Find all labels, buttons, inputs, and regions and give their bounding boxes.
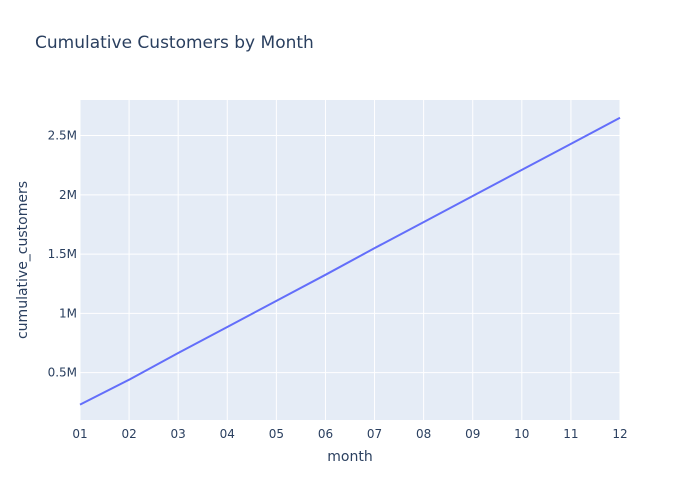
y-axis-ticks: 0.5M 1M 1.5M 2M 2.5M <box>48 129 77 380</box>
x-tick-label: 11 <box>563 427 578 441</box>
y-axis-title: cumulative_customers <box>15 181 31 339</box>
x-tick-label: 07 <box>367 427 382 441</box>
plot-background <box>80 100 620 420</box>
y-tick-label: 0.5M <box>48 366 77 380</box>
x-axis-ticks: 01 02 03 04 05 06 07 08 09 10 11 12 <box>72 427 627 441</box>
series-layer <box>79 116 621 406</box>
chart-title: Cumulative Customers by Month <box>35 33 314 53</box>
series-line <box>79 116 621 406</box>
y-tick-label: 1M <box>59 306 77 320</box>
x-tick-label: 06 <box>318 427 333 441</box>
grid-lines <box>79 100 621 420</box>
x-axis-title: month <box>327 449 372 465</box>
x-tick-label: 12 <box>612 427 627 441</box>
x-tick-label: 08 <box>416 427 431 441</box>
y-tick-label: 2.5M <box>48 129 77 143</box>
x-tick-label: 04 <box>220 427 235 441</box>
x-tick-label: 09 <box>465 427 480 441</box>
y-tick-label: 1.5M <box>48 247 77 261</box>
x-tick-label: 03 <box>171 427 186 441</box>
x-tick-label: 10 <box>514 427 529 441</box>
x-tick-label: 05 <box>269 427 284 441</box>
x-tick-label: 02 <box>121 427 136 441</box>
x-tick-label: 01 <box>72 427 87 441</box>
y-tick-label: 2M <box>59 188 77 202</box>
